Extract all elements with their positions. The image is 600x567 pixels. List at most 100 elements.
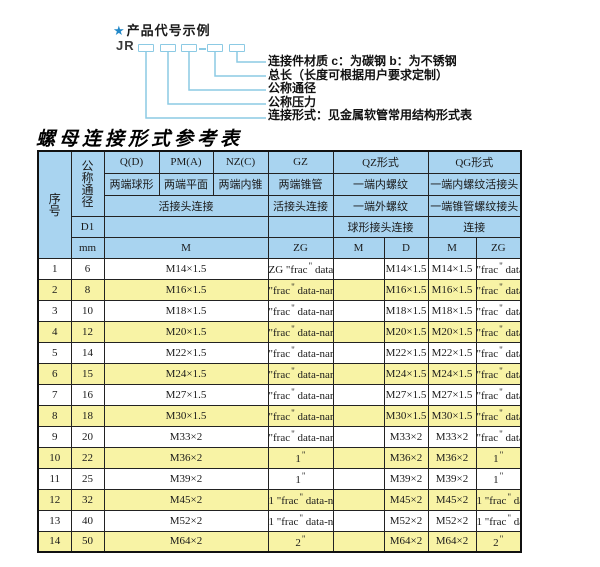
- inch-mark: ": [476, 348, 482, 360]
- inch-mark: ": [299, 492, 304, 502]
- table-cell: [332, 425, 385, 448]
- table-cell: 9: [37, 425, 72, 448]
- inch-mark: ": [268, 369, 273, 381]
- table-cell: "frac" data-name="fraction" data-interac…: [267, 425, 334, 448]
- header-nz-sub: 两端内锥: [212, 172, 269, 196]
- table-cell: 1 "frac" data-name="fraction" data-inter…: [475, 488, 522, 511]
- table-cell: 25: [70, 467, 105, 490]
- code-dash: [199, 48, 206, 50]
- inch-mark: ": [291, 303, 295, 313]
- table-cell: 13: [37, 509, 72, 532]
- inch-mark: ": [291, 408, 295, 418]
- code-callout-lines: [145, 52, 266, 119]
- header-qz-m: M: [332, 236, 385, 259]
- table-cell: M16×1.5: [103, 278, 269, 301]
- table-cell: M33×2: [103, 425, 269, 448]
- inch-mark: ": [291, 324, 295, 334]
- table-cell: M18×1.5: [427, 299, 477, 322]
- inch-mark: ": [476, 390, 482, 402]
- label-diameter: 公称通径: [268, 81, 317, 96]
- table-cell: 11: [37, 467, 72, 490]
- table-cell: "frac" data-name="fraction" data-interac…: [475, 404, 522, 427]
- inch-mark: ": [291, 429, 295, 439]
- inch-mark: ": [268, 348, 273, 360]
- table-cell: 12: [70, 320, 105, 343]
- inch-mark: ": [308, 261, 313, 271]
- table-cell: 4: [37, 320, 72, 343]
- table-cell: 16: [70, 383, 105, 406]
- table-cell: M30×1.5: [103, 404, 269, 427]
- table-cell: M14×1.5: [103, 257, 269, 280]
- header-qg-sub1: 一端内螺纹活接头: [427, 172, 522, 196]
- code-box-1: [138, 44, 154, 52]
- table-cell: 32: [70, 488, 105, 511]
- table-cell: M39×2: [427, 467, 477, 490]
- inch-mark: ": [268, 390, 273, 402]
- table-cell: M20×1.5: [427, 320, 477, 343]
- inch-mark: ": [484, 516, 490, 528]
- inch-mark: ": [299, 513, 304, 523]
- header-dn: 公称通径: [70, 150, 105, 217]
- header-q-sub: 两端球形: [103, 172, 160, 196]
- table-cell: [332, 467, 385, 490]
- table-cell: M18×1.5: [383, 299, 429, 322]
- table-cell: M64×2: [103, 530, 269, 553]
- inch-mark: ": [499, 450, 504, 460]
- table-cell: M64×2: [383, 530, 429, 553]
- inch-mark: ": [276, 495, 282, 507]
- inch-mark: ": [276, 516, 282, 528]
- table-row: 14 50 M64×2 2" M64×2 M64×2 2": [37, 530, 522, 553]
- table-cell: 2: [37, 278, 72, 301]
- table-cell: M16×1.5: [383, 278, 429, 301]
- table-cell: [332, 257, 385, 280]
- table-cell: M39×2: [383, 467, 429, 490]
- inch-mark: ": [268, 327, 273, 339]
- inch-mark: ": [499, 387, 503, 397]
- inch-mark: ": [291, 366, 295, 376]
- table-cell: 40: [70, 509, 105, 532]
- table-cell: M30×1.5: [427, 404, 477, 427]
- table-cell: M22×1.5: [383, 341, 429, 364]
- inch-mark: ": [301, 471, 306, 481]
- table-cell: M45×2: [427, 488, 477, 511]
- table-cell: [332, 383, 385, 406]
- product-code-heading-text: 产品代号示例: [126, 23, 211, 38]
- header-d1-blank-m: [103, 215, 269, 238]
- table-cell: 2": [475, 530, 522, 553]
- inch-mark: ": [476, 285, 482, 297]
- table-cell: "frac" data-name="fraction" data-interac…: [267, 341, 334, 364]
- table-cell: [332, 320, 385, 343]
- header-mm: mm: [70, 236, 105, 259]
- header-qz-sub1: 一端内螺纹: [332, 172, 429, 196]
- header-pm-code: PM(A): [158, 150, 214, 174]
- table-cell: 1 "frac" data-name="fraction" data-inter…: [267, 509, 334, 532]
- table-cell: "frac" data-name="fraction" data-interac…: [475, 341, 522, 364]
- header-zg-col: ZG: [267, 236, 334, 259]
- header-qz-sub2: 一端外螺纹: [332, 194, 429, 217]
- table-cell: M36×2: [103, 446, 269, 469]
- inch-mark: ": [484, 495, 490, 507]
- label-material: 连接件材质 c：为碳钢 b：为不锈钢: [268, 54, 457, 68]
- table-cell: M52×2: [103, 509, 269, 532]
- table-row: 10 22 M36×2 1" M36×2 M36×2 1": [37, 446, 522, 469]
- table-cell: 1": [475, 467, 522, 490]
- product-code-heading: ★产品代号示例: [113, 20, 211, 39]
- table-cell: M52×2: [427, 509, 477, 532]
- table-cell: ZG "frac" data-name="fraction" data-inte…: [267, 257, 334, 280]
- inch-mark: ": [499, 282, 503, 292]
- table-cell: "frac" data-name="fraction" data-interac…: [267, 404, 334, 427]
- table-cell: M24×1.5: [103, 362, 269, 385]
- header-seq: 序号: [37, 150, 72, 259]
- table-cell: M27×1.5: [427, 383, 477, 406]
- table-body: 16 M14×1.5ZG "frac" data-name="fraction" …: [37, 257, 522, 553]
- table-cell: 8: [70, 278, 105, 301]
- table-cell: M45×2: [103, 488, 269, 511]
- header-nz-code: NZ(C): [212, 150, 269, 174]
- table-row: 11 25 M39×2 1" M39×2 M39×2 1": [37, 467, 522, 490]
- table-cell: M27×1.5: [383, 383, 429, 406]
- inch-mark: ": [499, 324, 503, 334]
